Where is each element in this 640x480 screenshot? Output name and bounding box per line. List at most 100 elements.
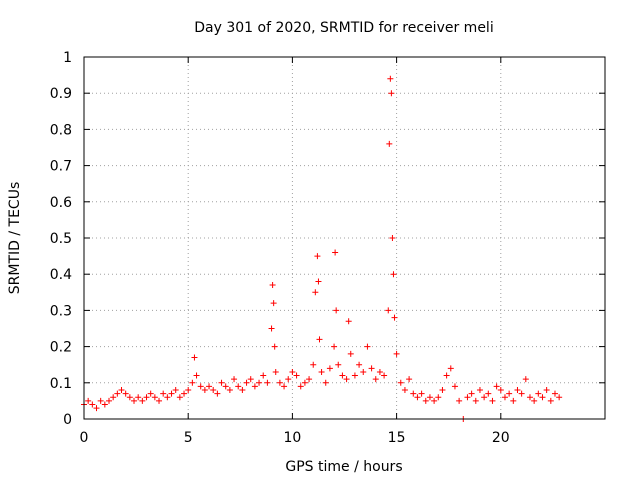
data-point	[391, 314, 398, 321]
data-point	[343, 376, 350, 383]
data-point	[547, 397, 554, 404]
data-point	[226, 387, 233, 394]
data-point	[456, 397, 463, 404]
data-point	[422, 397, 429, 404]
data-point	[472, 397, 479, 404]
data-point	[281, 383, 288, 390]
y-tick-label: 0.3	[50, 303, 72, 319]
y-tick-label: 0.4	[50, 267, 72, 283]
data-point	[339, 372, 346, 379]
x-tick-label: 0	[80, 430, 89, 446]
data-point	[506, 390, 513, 397]
data-point	[406, 376, 413, 383]
x-tick-label: 15	[388, 430, 406, 446]
data-point	[101, 401, 108, 408]
data-point	[168, 390, 175, 397]
data-point	[356, 361, 363, 368]
data-point	[85, 397, 92, 404]
data-point	[164, 394, 171, 401]
data-point	[191, 354, 198, 361]
data-point	[351, 372, 358, 379]
plot-frame	[83, 56, 606, 420]
data-point	[312, 289, 319, 296]
data-point	[135, 394, 142, 401]
data-point	[514, 387, 521, 394]
data-point	[110, 394, 117, 401]
data-point	[439, 387, 446, 394]
data-point	[89, 401, 96, 408]
data-point	[481, 394, 488, 401]
data-point	[285, 376, 292, 383]
data-point	[114, 390, 121, 397]
data-point	[210, 387, 217, 394]
data-point	[147, 390, 154, 397]
data-point	[156, 397, 163, 404]
data-point	[106, 397, 113, 404]
data-point	[197, 383, 204, 390]
data-point	[206, 383, 213, 390]
data-point	[272, 368, 279, 375]
y-tick-label: 0.6	[50, 195, 72, 211]
data-point	[269, 282, 276, 289]
data-point	[306, 376, 313, 383]
data-point	[185, 387, 192, 394]
data-point	[333, 307, 340, 314]
data-point	[297, 383, 304, 390]
x-tick-label: 20	[492, 430, 510, 446]
data-point	[531, 397, 538, 404]
data-point	[260, 372, 267, 379]
data-point	[251, 383, 258, 390]
data-point	[493, 383, 500, 390]
data-point	[131, 397, 138, 404]
data-point	[122, 390, 129, 397]
data-point	[522, 376, 529, 383]
data-point	[387, 75, 394, 82]
data-point	[326, 365, 333, 372]
data-point	[556, 394, 563, 401]
data-point	[476, 387, 483, 394]
data-point	[276, 379, 283, 386]
data-point	[97, 397, 104, 404]
data-point	[364, 343, 371, 350]
y-tick-label: 0.9	[50, 86, 72, 102]
data-point	[231, 376, 238, 383]
data-point	[386, 140, 393, 147]
data-point	[201, 387, 208, 394]
data-point	[543, 387, 550, 394]
data-point	[315, 278, 322, 285]
data-point	[322, 379, 329, 386]
data-point	[151, 394, 158, 401]
data-point	[345, 318, 352, 325]
data-point	[176, 394, 183, 401]
y-tick-label: 0	[63, 412, 72, 428]
data-point	[489, 397, 496, 404]
data-point	[160, 390, 167, 397]
data-point	[118, 387, 125, 394]
data-point	[247, 376, 254, 383]
y-tick-label: 0.7	[50, 159, 72, 175]
data-point	[310, 361, 317, 368]
data-point	[222, 383, 229, 390]
data-point	[410, 390, 417, 397]
data-point	[316, 336, 323, 343]
data-point	[335, 361, 342, 368]
data-point	[431, 397, 438, 404]
data-point	[368, 365, 375, 372]
data-point	[464, 394, 471, 401]
data-point	[172, 387, 179, 394]
data-point	[401, 387, 408, 394]
data-point	[347, 350, 354, 357]
data-point	[414, 394, 421, 401]
data-point	[181, 390, 188, 397]
data-point	[268, 325, 275, 332]
data-point	[485, 390, 492, 397]
y-tick-label: 1	[63, 50, 72, 66]
data-point	[468, 390, 475, 397]
data-point	[451, 383, 458, 390]
y-tick-label: 0.2	[50, 340, 72, 356]
data-point	[418, 390, 425, 397]
x-axis-ticks: 0 5 10 15 20	[80, 57, 510, 446]
data-point	[243, 379, 250, 386]
data-point	[214, 390, 221, 397]
data-point	[318, 368, 325, 375]
